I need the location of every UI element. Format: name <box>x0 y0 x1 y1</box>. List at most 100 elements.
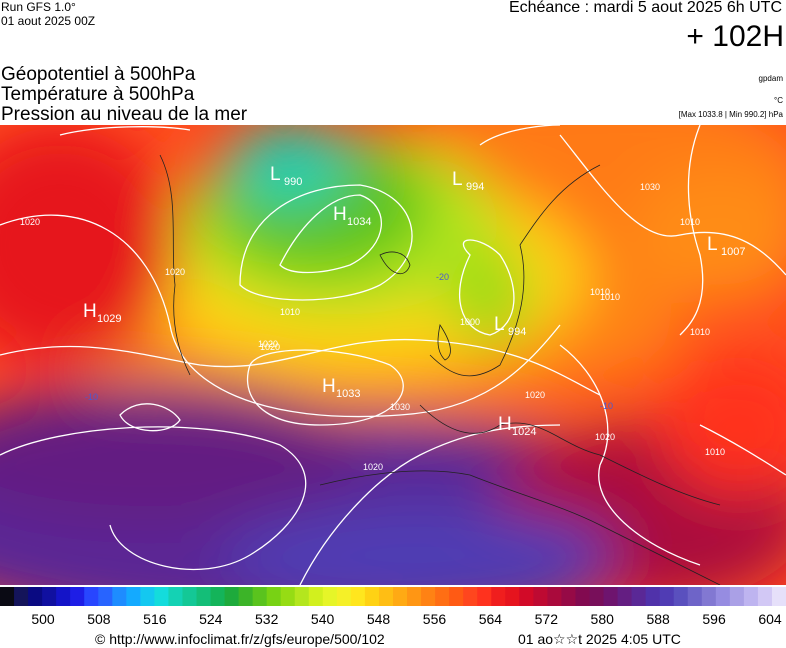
colorbar-tick-label: 556 <box>423 611 447 627</box>
colorbar-swatch <box>743 587 759 606</box>
title: Géopotentiel à 500hPa <box>1 64 196 85</box>
center-kind: H <box>498 414 512 435</box>
colorbar-swatch <box>589 587 605 606</box>
temp-label: -20 <box>436 272 449 282</box>
unit: °C <box>774 96 783 105</box>
isobars <box>0 125 786 585</box>
colorbar-swatch <box>631 587 647 606</box>
colorbar-swatch <box>280 587 296 606</box>
center-kind: L <box>494 314 505 335</box>
coastlines <box>159 154 721 585</box>
colorbar-swatch <box>407 587 422 606</box>
colorbar-tick-label: 580 <box>591 611 615 627</box>
colorbar-swatch <box>533 587 548 606</box>
colorbar-swatch <box>308 587 324 606</box>
colorbar-swatch <box>252 587 268 606</box>
colorbar-swatch <box>0 587 15 606</box>
center-value: 1033 <box>336 388 360 400</box>
colorbar-tick-label: 532 <box>255 611 279 627</box>
run-date: 01 aout 2025 00Z <box>1 14 96 28</box>
colorbar-tick-label: 588 <box>646 611 670 627</box>
isobar-label: 1020 <box>258 339 278 349</box>
colorbar-swatch <box>673 587 689 606</box>
colorbar-swatch <box>645 587 661 606</box>
colorbar-swatch <box>547 587 562 606</box>
colorbar-swatch <box>182 587 197 606</box>
colorbar-swatch <box>84 587 99 606</box>
colorbar-swatch <box>491 587 506 606</box>
run: Run GFS 1.0° <box>1 0 76 14</box>
colorbar-swatch <box>350 587 366 606</box>
colorbar-swatch <box>421 587 436 606</box>
isobar-label: 1020 <box>595 432 615 442</box>
unit: [Max 1033.8 | Min 990.2] hPa <box>678 110 783 119</box>
isobar-label: 1010 <box>590 287 610 297</box>
center-kind: H <box>322 376 336 397</box>
temp-label: -10 <box>85 392 98 402</box>
colorbar-swatch <box>126 587 141 606</box>
colorbar-tick-label: 500 <box>31 611 55 627</box>
colorbar-swatch <box>238 587 254 606</box>
colorbar-swatch <box>449 587 464 606</box>
colorbar-swatch <box>435 587 450 606</box>
center-kind: H <box>333 204 347 225</box>
center-value: 1034 <box>347 216 371 228</box>
colorbar-swatch <box>210 587 226 606</box>
colorbar-tick-label: 540 <box>311 611 335 627</box>
colorbar-swatch <box>294 587 310 606</box>
colorbar-swatch <box>561 587 576 606</box>
isobar-label: 1010 <box>600 292 620 302</box>
colorbar-swatch <box>364 587 380 606</box>
isobar-label: 1020 <box>260 342 280 352</box>
title: Pression au niveau de la mer <box>1 104 248 125</box>
temperature-field <box>0 125 786 585</box>
colorbar-swatch <box>617 587 633 606</box>
colorbar-swatch <box>575 587 590 606</box>
colorbar-swatch <box>603 587 619 606</box>
isobar-label: 1010 <box>690 327 710 337</box>
colorbar-swatch <box>463 587 478 606</box>
colorbar-swatch <box>56 587 71 606</box>
colorbar-swatch <box>477 587 492 606</box>
colorbar-swatch <box>140 587 155 606</box>
colorbar-tick-label: 524 <box>199 611 223 627</box>
colorbar-swatch <box>224 587 240 606</box>
colorbar-swatch <box>393 587 408 606</box>
colorbar-tick-label: 596 <box>702 611 726 627</box>
colorbar-swatch <box>715 587 731 606</box>
colorbar-swatch <box>322 587 338 606</box>
colorbar-swatch <box>378 587 394 606</box>
center-value: 1024 <box>512 426 536 438</box>
colorbar-swatch <box>168 587 183 606</box>
colorbar-swatch <box>14 587 29 606</box>
colorbar-tick-label: 604 <box>758 611 782 627</box>
colorbar-swatch <box>42 587 57 606</box>
lead-time: + 102H <box>686 20 784 53</box>
center-kind: L <box>270 164 281 185</box>
center-value: 1029 <box>97 313 121 325</box>
temp-label: -10 <box>600 401 613 411</box>
echeance: Echéance : mardi 5 aout 2025 6h UTC <box>508 0 782 16</box>
unit: gpdam <box>758 74 783 83</box>
colorbar-swatch <box>729 587 745 606</box>
source: © http://www.infoclimat.fr/z/gfs/europe/… <box>95 631 385 647</box>
colorbar-tick-label: 516 <box>143 611 167 627</box>
title: Température à 500hPa <box>1 84 195 105</box>
colorbar-swatch <box>771 587 786 606</box>
colorbar-tick-label: 564 <box>479 611 503 627</box>
colorbar-swatch <box>757 587 773 606</box>
colorbar-swatch <box>112 587 127 606</box>
isobar-label: 1020 <box>363 462 383 472</box>
isobar-label: 1010 <box>705 447 725 457</box>
colorbar-swatch <box>505 587 520 606</box>
colorbar-swatch <box>266 587 282 606</box>
center-value: 1007 <box>721 246 745 258</box>
colorbar-tick-label: 548 <box>367 611 391 627</box>
colorbar-swatch <box>336 587 352 606</box>
colorbar-swatch <box>659 587 675 606</box>
isobar-label: 1020 <box>165 267 185 277</box>
colorbar-swatch <box>154 587 169 606</box>
colorbar-tick-label: 508 <box>87 611 111 627</box>
colorbar: 500 508 516 524 532 540 548 556 564 572 580 588 596 6… <box>0 587 786 627</box>
